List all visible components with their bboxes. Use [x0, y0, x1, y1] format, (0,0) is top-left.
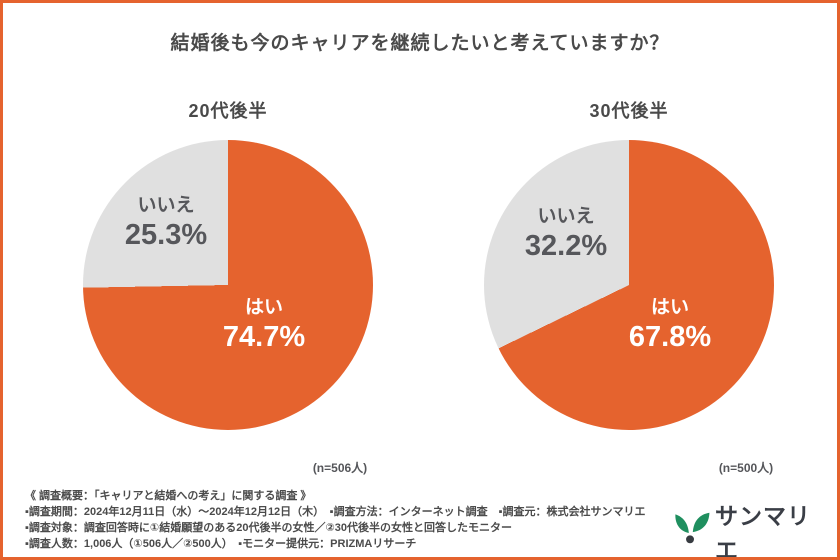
no-value-text: 25.3%: [124, 219, 208, 251]
pie-chart-20s: いいえ 25.3% はい 74.7%: [83, 140, 373, 430]
survey-outline-line: ▪調査期間：2024年12月11日（水）～2024年12月12日（木） ▪調査方…: [25, 506, 646, 518]
no-label-text: いいえ: [537, 206, 595, 228]
survey-outline-line: ▪調査人数：1,006人（①506人／②500人） ▪モニター提供元：PRIZM…: [25, 538, 417, 550]
pie-left-sample-size: (n=506人): [312, 461, 368, 475]
pie-right-title: 30代後半: [589, 101, 669, 121]
pie-right-no-slice-label: いいえ 32.2%: [524, 206, 608, 263]
no-label-text: いいえ: [137, 195, 195, 217]
pie-left-no-slice-label: いいえ 25.3%: [124, 195, 208, 252]
yes-label-text: はい: [244, 297, 284, 319]
leaves-icon: [673, 510, 711, 553]
survey-outline-line: ▪調査対象：調査回答時に①結婚願望のある20代後半の女性／②30代後半の女性と回…: [25, 522, 512, 534]
pie-left-title: 20代後半: [188, 101, 268, 121]
page-title: 結婚後も今のキャリアを継続したいと考えていますか？: [170, 33, 670, 54]
brand-logo: サンマリエ by ♡ IBJ: [673, 497, 825, 560]
brand-logo-row: サンマリエ: [673, 497, 825, 560]
yes-value-text: 74.7%: [222, 321, 306, 353]
pie-right-sample-size: (n=500人): [718, 461, 774, 475]
pie-chart-30s: いいえ 32.2% はい 67.8%: [484, 140, 774, 430]
survey-outline: 《 調査概要：「キャリアと結婚への考え」に関する調査 》 ▪調査期間：2024年…: [25, 488, 677, 552]
yes-value-text: 67.8%: [628, 321, 712, 353]
yes-label-text: はい: [650, 297, 690, 319]
pie-left-yes-slice-label: はい 74.7%: [222, 297, 306, 354]
pie-right-yes-slice-label: はい 67.8%: [628, 297, 712, 354]
no-value-text: 32.2%: [524, 230, 608, 262]
brand-name: サンマリエ: [715, 503, 811, 560]
survey-outline-heading: 《 調査概要：「キャリアと結婚への考え」に関する調査 》: [25, 490, 312, 502]
